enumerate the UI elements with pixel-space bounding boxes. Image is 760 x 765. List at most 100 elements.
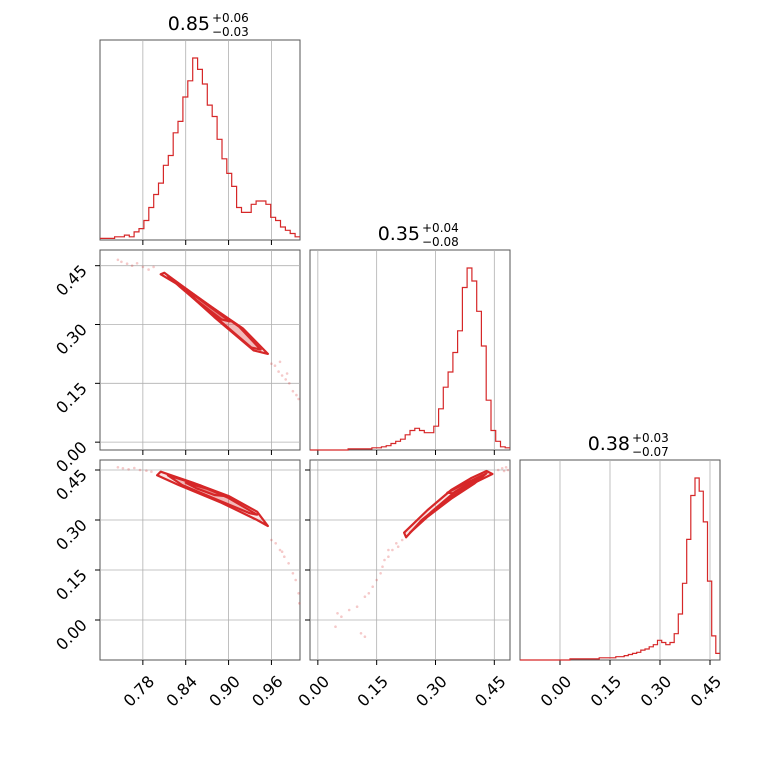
- scatter-point: [396, 545, 400, 548]
- scatter-point: [381, 565, 384, 568]
- scatter-point: [336, 612, 339, 615]
- scatter-point: [270, 538, 273, 542]
- scatter-point: [363, 635, 367, 638]
- histogram-param-1: [310, 267, 510, 451]
- scatter-point: [383, 558, 386, 562]
- scatter-point: [298, 602, 301, 605]
- x-tick-label: 0.45: [687, 672, 726, 711]
- panel-2-2: [519, 459, 721, 665]
- scatter-point: [504, 466, 508, 469]
- param-title-1: 0.35 +0.04−0.08: [378, 221, 459, 249]
- scatter-point: [334, 625, 337, 628]
- title-plus: +0.06: [212, 11, 249, 25]
- param-title-2: 0.38 +0.03−0.07: [588, 431, 669, 459]
- scatter-point: [285, 372, 289, 375]
- panel-frame: [99, 249, 301, 451]
- title-minus: −0.03: [212, 25, 249, 39]
- scatter-point: [379, 572, 382, 575]
- scatter-point: [130, 264, 134, 268]
- scatter-point: [147, 268, 150, 271]
- scatter-point: [288, 382, 291, 385]
- scatter-point: [280, 550, 284, 553]
- scatter-point: [141, 265, 145, 269]
- scatter-point: [297, 397, 300, 401]
- scatter-point: [121, 467, 125, 470]
- scatter-point: [387, 555, 390, 558]
- y-tick-label: 0.15: [52, 379, 91, 418]
- scatter-point: [145, 469, 148, 473]
- scatter-point: [291, 389, 295, 393]
- scatter-point: [135, 262, 139, 265]
- y-tick-label: 0.30: [52, 320, 91, 359]
- scatter-point: [287, 562, 290, 565]
- x-tick-label: 0.15: [587, 672, 626, 711]
- scatter-point: [138, 468, 142, 472]
- y-tick-label: 0.30: [52, 515, 91, 554]
- panel-0-0: [99, 39, 301, 245]
- panel-frame: [519, 459, 721, 661]
- panel-1-0: [95, 249, 301, 455]
- x-tick-label: 0.45: [471, 672, 510, 711]
- panel-frame: [309, 249, 511, 451]
- x-tick-label: 0.30: [637, 672, 676, 711]
- title-plus: +0.04: [422, 221, 459, 235]
- contour-level-2: [184, 481, 227, 498]
- x-tick-label: 0.00: [294, 672, 333, 711]
- scatter-point: [295, 393, 298, 397]
- scatter-point: [278, 360, 282, 364]
- scatter-point: [363, 595, 367, 598]
- scatter-point: [297, 592, 300, 595]
- scatter-point: [127, 468, 130, 471]
- x-tick-label: 0.84: [162, 672, 201, 711]
- scatter-point: [278, 548, 282, 552]
- scatter-point: [294, 578, 298, 582]
- x-tick-label: 0.90: [205, 672, 244, 711]
- scatter-point: [387, 548, 390, 552]
- scatter-point: [277, 370, 280, 373]
- title-median: 0.38: [588, 433, 630, 455]
- scatter-point: [116, 466, 120, 469]
- scatter-point: [502, 469, 506, 473]
- scatter-point: [375, 578, 379, 582]
- scatter-point: [359, 632, 363, 635]
- scatter-point: [274, 542, 278, 545]
- scatter-point: [284, 378, 288, 381]
- param-title-0: 0.85 +0.06−0.03: [168, 11, 249, 39]
- scatter-point: [371, 585, 375, 588]
- histogram-param-2: [520, 477, 720, 661]
- y-tick-label: 0.15: [52, 565, 91, 604]
- title-minus: −0.08: [422, 235, 459, 249]
- scatter-point: [120, 260, 123, 264]
- x-tick-label: 0.15: [353, 672, 392, 711]
- panel-frame: [99, 39, 301, 241]
- scatter-point: [355, 605, 359, 608]
- x-tick-label: 0.78: [120, 672, 159, 711]
- title-minus: −0.07: [632, 445, 669, 459]
- panel-frame: [309, 459, 511, 661]
- scatter-point: [125, 262, 129, 266]
- scatter-point: [496, 468, 500, 472]
- scatter-point: [273, 364, 277, 368]
- scatter-point: [152, 265, 155, 269]
- scatter-point: [367, 592, 371, 595]
- histogram-param-0: [100, 57, 300, 239]
- panel-2-1: [305, 459, 511, 665]
- y-tick-label: 0.45: [52, 261, 91, 300]
- scatter-point: [291, 572, 295, 575]
- title-median: 0.35: [378, 223, 420, 245]
- x-tick-label: 0.96: [248, 672, 287, 711]
- contour-level-1: [408, 472, 488, 534]
- scatter-point: [133, 466, 136, 470]
- scatter-point: [116, 258, 120, 262]
- scatter-point: [280, 374, 284, 377]
- scatter-point: [150, 470, 153, 474]
- scatter-point: [340, 615, 343, 618]
- title-median: 0.85: [168, 13, 210, 35]
- scatter-point: [391, 548, 394, 552]
- contour-level-2: [446, 474, 484, 495]
- contour-level-2: [181, 285, 232, 323]
- x-tick-label: 0.30: [412, 672, 451, 711]
- y-tick-label: 0.45: [52, 465, 91, 504]
- panel-1-1: [309, 249, 511, 455]
